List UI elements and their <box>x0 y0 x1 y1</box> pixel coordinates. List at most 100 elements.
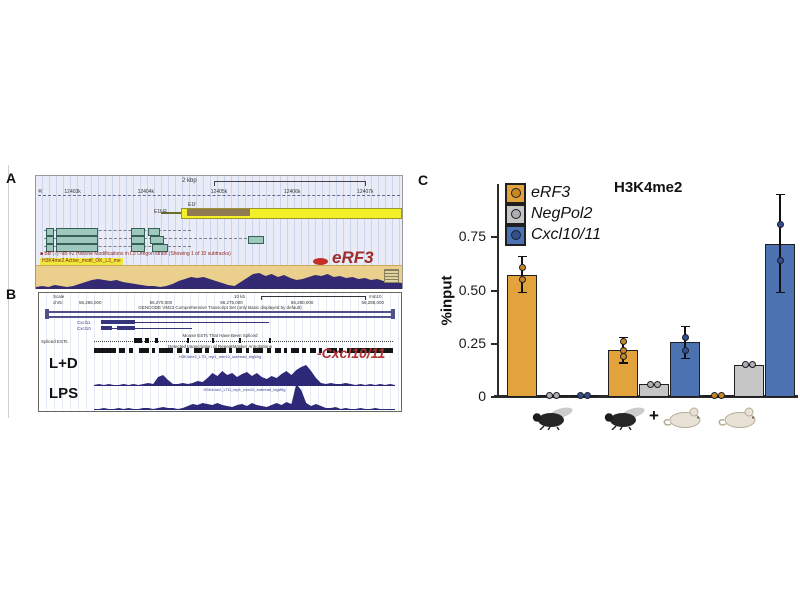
coordinate-ticks: 12403k 12404k 12405k 12406k 12407k <box>36 189 402 195</box>
repeat-block <box>310 348 316 353</box>
repeat-block <box>302 348 306 353</box>
signal-file-label-1: H3K4me2_LTD_rep1_mm10_subread_bigWig <box>179 354 261 359</box>
y-axis-ticks: 0 0.25 0.50 0.75 <box>440 176 500 406</box>
coordinate-axis-line <box>38 195 400 196</box>
legend-label-erf3: eRF3 <box>531 184 571 201</box>
gene-label-top: E1f <box>188 202 196 208</box>
coordinate-label: 56,265,000 <box>79 299 102 305</box>
repeat-block <box>284 348 287 353</box>
data-point <box>576 391 584 399</box>
signal-track-background <box>36 265 402 289</box>
coordinate-tick-label: 12405k <box>210 189 228 195</box>
data-point <box>681 346 689 354</box>
gencode-title: GENCODE VM23 Comprehensive Transcript Se… <box>138 305 302 310</box>
data-point <box>619 338 627 346</box>
spliced-est-label: Spliced ESTs <box>41 339 68 344</box>
repeat-block <box>267 348 271 353</box>
transcript-intron-line <box>44 230 191 231</box>
bar-eRF3-group1 <box>507 274 537 397</box>
gene-label: E1f-R <box>154 209 167 215</box>
y-axis-line <box>497 184 499 397</box>
gene2-intron-line <box>112 327 192 329</box>
error-cap <box>618 362 628 364</box>
repeat-block <box>214 348 226 353</box>
y-tick-mark <box>491 342 498 345</box>
figure-left-border <box>8 165 9 418</box>
transcript-exon-box <box>46 228 54 236</box>
y-tick-mark <box>491 396 498 398</box>
bar-eRF3-group3 <box>703 395 733 397</box>
spliced-est-blocks <box>39 293 401 411</box>
legend-marker-cxcl <box>510 230 521 240</box>
transcript-exon-box <box>131 244 145 252</box>
ld-signal-wiggle <box>94 365 395 386</box>
repeat-block <box>205 348 209 353</box>
error-cap <box>680 357 690 360</box>
error-cap <box>618 336 628 339</box>
panel-a-genome-browser: « 2 kbp 12403k 12404k 12405k 12406k 12407k E… <box>35 175 403 289</box>
transcript-exon-box <box>150 236 164 244</box>
repeat-title: Detected transcription of RepeatMasker A… <box>167 343 273 349</box>
data-point <box>619 346 627 354</box>
legend-row-cxcl: Cxcl10/11 <box>505 224 601 246</box>
data-point <box>710 391 718 399</box>
error-cap <box>775 193 785 196</box>
transcript-intron-line <box>44 246 191 247</box>
transcript-exon-box <box>131 228 145 236</box>
transcript-exon-box <box>56 228 98 236</box>
ruler-scale-label: 2 kbp <box>182 178 197 184</box>
erf3-marker-oval-icon <box>313 258 328 265</box>
data-point <box>654 380 662 388</box>
transcript-exon-box <box>56 236 98 244</box>
transcript-exon-box <box>46 244 54 252</box>
legend-swatch-negpol2 <box>505 203 526 225</box>
scale-label: Scale <box>53 294 65 299</box>
data-point <box>518 276 526 284</box>
transcript-exon-box <box>131 236 145 244</box>
data-point <box>619 353 627 361</box>
est-title: Mouse ESTs That Have Been Spliced <box>182 333 258 338</box>
est-block <box>212 338 214 343</box>
repeat-block <box>186 348 189 353</box>
repeat-block <box>236 348 242 353</box>
legend-row-erf3: eRF3 <box>505 182 571 204</box>
y-tick-label: 0 <box>478 388 486 404</box>
transcript-end-l2 <box>45 314 49 319</box>
repeat-block <box>319 348 322 353</box>
fly-icon <box>604 407 645 430</box>
repeat-block <box>194 348 202 353</box>
scale-value: 10 kb <box>234 294 246 299</box>
bar-NegPol2-group3 <box>734 365 764 397</box>
repeat-block <box>246 348 249 353</box>
repeat-block <box>347 348 393 353</box>
coordinate-labels: 56,265,000 56,270,000 56,275,000 56,280,000… <box>79 300 384 305</box>
panel-a-label: A <box>6 170 17 186</box>
data-point <box>741 361 749 369</box>
coordinate-label: 56,275,000 <box>220 299 243 305</box>
error-cap <box>775 291 785 294</box>
error-bar <box>684 326 686 359</box>
repeat-block <box>253 348 263 353</box>
coordinate-tick-label: 12407k <box>357 189 374 195</box>
track-mini-legend-box <box>384 269 399 283</box>
coordinate-tick-label: 12404k <box>137 189 154 195</box>
data-point <box>718 391 726 399</box>
repeat-block <box>339 348 343 353</box>
est-block <box>269 338 271 343</box>
gene1-body <box>101 320 135 324</box>
data-point <box>776 220 784 228</box>
legend-row-negpol2: NegPol2 <box>505 203 593 225</box>
transcript-exon-box <box>152 244 168 252</box>
data-point <box>776 257 784 265</box>
coordinate-label: 56,270,000 <box>149 299 173 305</box>
scale-bar <box>261 296 366 300</box>
est-block <box>134 338 142 343</box>
gene-cds-segment <box>187 209 250 216</box>
legend-label-cxcl: Cxcl10/11 <box>531 226 601 243</box>
legend-label-negpol2: NegPol2 <box>531 205 593 222</box>
transcript-end-r1 <box>391 309 395 314</box>
erf3-annotation: eRF3 <box>332 248 374 267</box>
est-block <box>145 338 149 343</box>
chart-title: H3K4me2 <box>614 179 683 196</box>
